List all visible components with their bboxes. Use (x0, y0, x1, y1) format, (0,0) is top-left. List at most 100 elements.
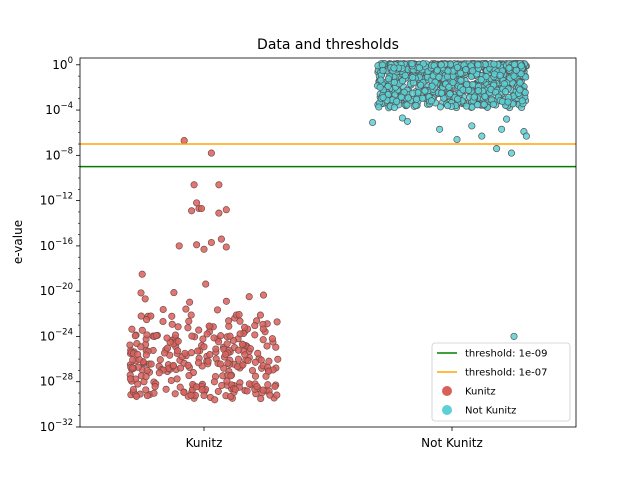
data-point (244, 357, 252, 365)
data-point (273, 391, 281, 399)
y-tick-label: 10−8 (45, 146, 73, 162)
data-point (510, 332, 518, 340)
legend: threshold: 1e-09 threshold: 1e-07 Kunitz No… (431, 342, 571, 422)
data-point (200, 343, 208, 351)
data-point (167, 376, 175, 385)
data-point (428, 82, 436, 90)
data-point (245, 293, 253, 301)
y-tick-label: 10−20 (40, 282, 73, 298)
data-point (253, 382, 261, 391)
data-point (257, 395, 265, 403)
plot-frame (79, 57, 577, 428)
data-point (222, 297, 230, 305)
data-point (134, 350, 142, 358)
data-point (204, 357, 212, 365)
data-point (393, 97, 401, 106)
data-point (397, 93, 405, 101)
data-point (143, 316, 151, 324)
data-point (449, 78, 457, 87)
x-tick-label: Not Kunitz (421, 436, 483, 450)
data-point (265, 367, 273, 375)
data-point (132, 392, 141, 400)
chart-title: Data and thresholds (257, 37, 399, 53)
x-axis: Kunitz Not Kunitz (186, 427, 483, 450)
data-point (251, 358, 259, 366)
data-point (217, 332, 225, 340)
data-point (173, 375, 181, 383)
y-axis: 100 10−4 10−8 10−12 10−16 10−20 10−24 10−28 10−3… (40, 56, 80, 434)
legend-dot-swatch (442, 386, 452, 396)
data-point (408, 60, 416, 68)
data-point (241, 323, 249, 331)
data-point (516, 79, 524, 87)
data-point (376, 83, 384, 91)
data-point (251, 322, 259, 330)
series-not-kunitz (369, 60, 530, 340)
data-point (274, 355, 282, 363)
data-point (404, 94, 412, 102)
data-point (469, 80, 477, 89)
data-point (222, 206, 230, 214)
data-point (227, 372, 235, 380)
data-point (246, 345, 254, 353)
data-point (223, 377, 231, 385)
data-point (185, 372, 193, 380)
data-point (256, 311, 264, 319)
data-point (469, 67, 477, 75)
data-point (490, 60, 498, 68)
data-point (126, 375, 134, 383)
data-point (427, 97, 436, 105)
data-point (444, 102, 452, 110)
data-point (505, 64, 513, 72)
data-point (236, 317, 244, 325)
y-tick-label: 10−24 (40, 327, 73, 343)
data-point (205, 322, 213, 330)
data-point (435, 73, 443, 81)
data-point (369, 118, 377, 127)
data-point (421, 87, 429, 95)
data-point (137, 312, 145, 320)
data-point (226, 332, 234, 340)
data-point (184, 324, 192, 332)
data-point (251, 372, 260, 380)
data-point (496, 71, 504, 79)
data-point (401, 71, 409, 80)
data-point (390, 64, 398, 72)
data-point (453, 135, 461, 144)
data-point (198, 386, 206, 394)
data-point (412, 101, 420, 109)
data-point (187, 311, 195, 319)
data-point (477, 76, 485, 84)
data-point (128, 364, 137, 372)
y-tick-label: 10−32 (40, 418, 73, 434)
data-point (223, 340, 231, 348)
data-point (138, 326, 146, 334)
data-point (390, 78, 398, 86)
data-point (143, 331, 151, 339)
data-point (159, 317, 167, 326)
data-point (463, 80, 471, 89)
data-point (248, 366, 257, 375)
data-point (517, 70, 525, 78)
legend-label: Kunitz (465, 387, 496, 398)
data-point (128, 325, 136, 333)
data-point (470, 93, 478, 101)
data-point (251, 331, 259, 339)
data-point (417, 81, 425, 89)
data-point (254, 349, 262, 357)
data-point (174, 337, 182, 345)
data-point (134, 380, 142, 388)
legend-label: Not Kunitz (465, 406, 516, 417)
data-point (273, 318, 281, 326)
data-point (264, 381, 272, 389)
data-point (126, 341, 134, 349)
data-point (200, 245, 208, 253)
data-point (180, 137, 188, 145)
data-point (500, 80, 508, 88)
data-point (150, 389, 158, 397)
data-point (163, 344, 172, 352)
data-point (271, 382, 279, 390)
data-point (174, 323, 182, 331)
data-point (445, 83, 453, 91)
data-point (212, 345, 220, 353)
